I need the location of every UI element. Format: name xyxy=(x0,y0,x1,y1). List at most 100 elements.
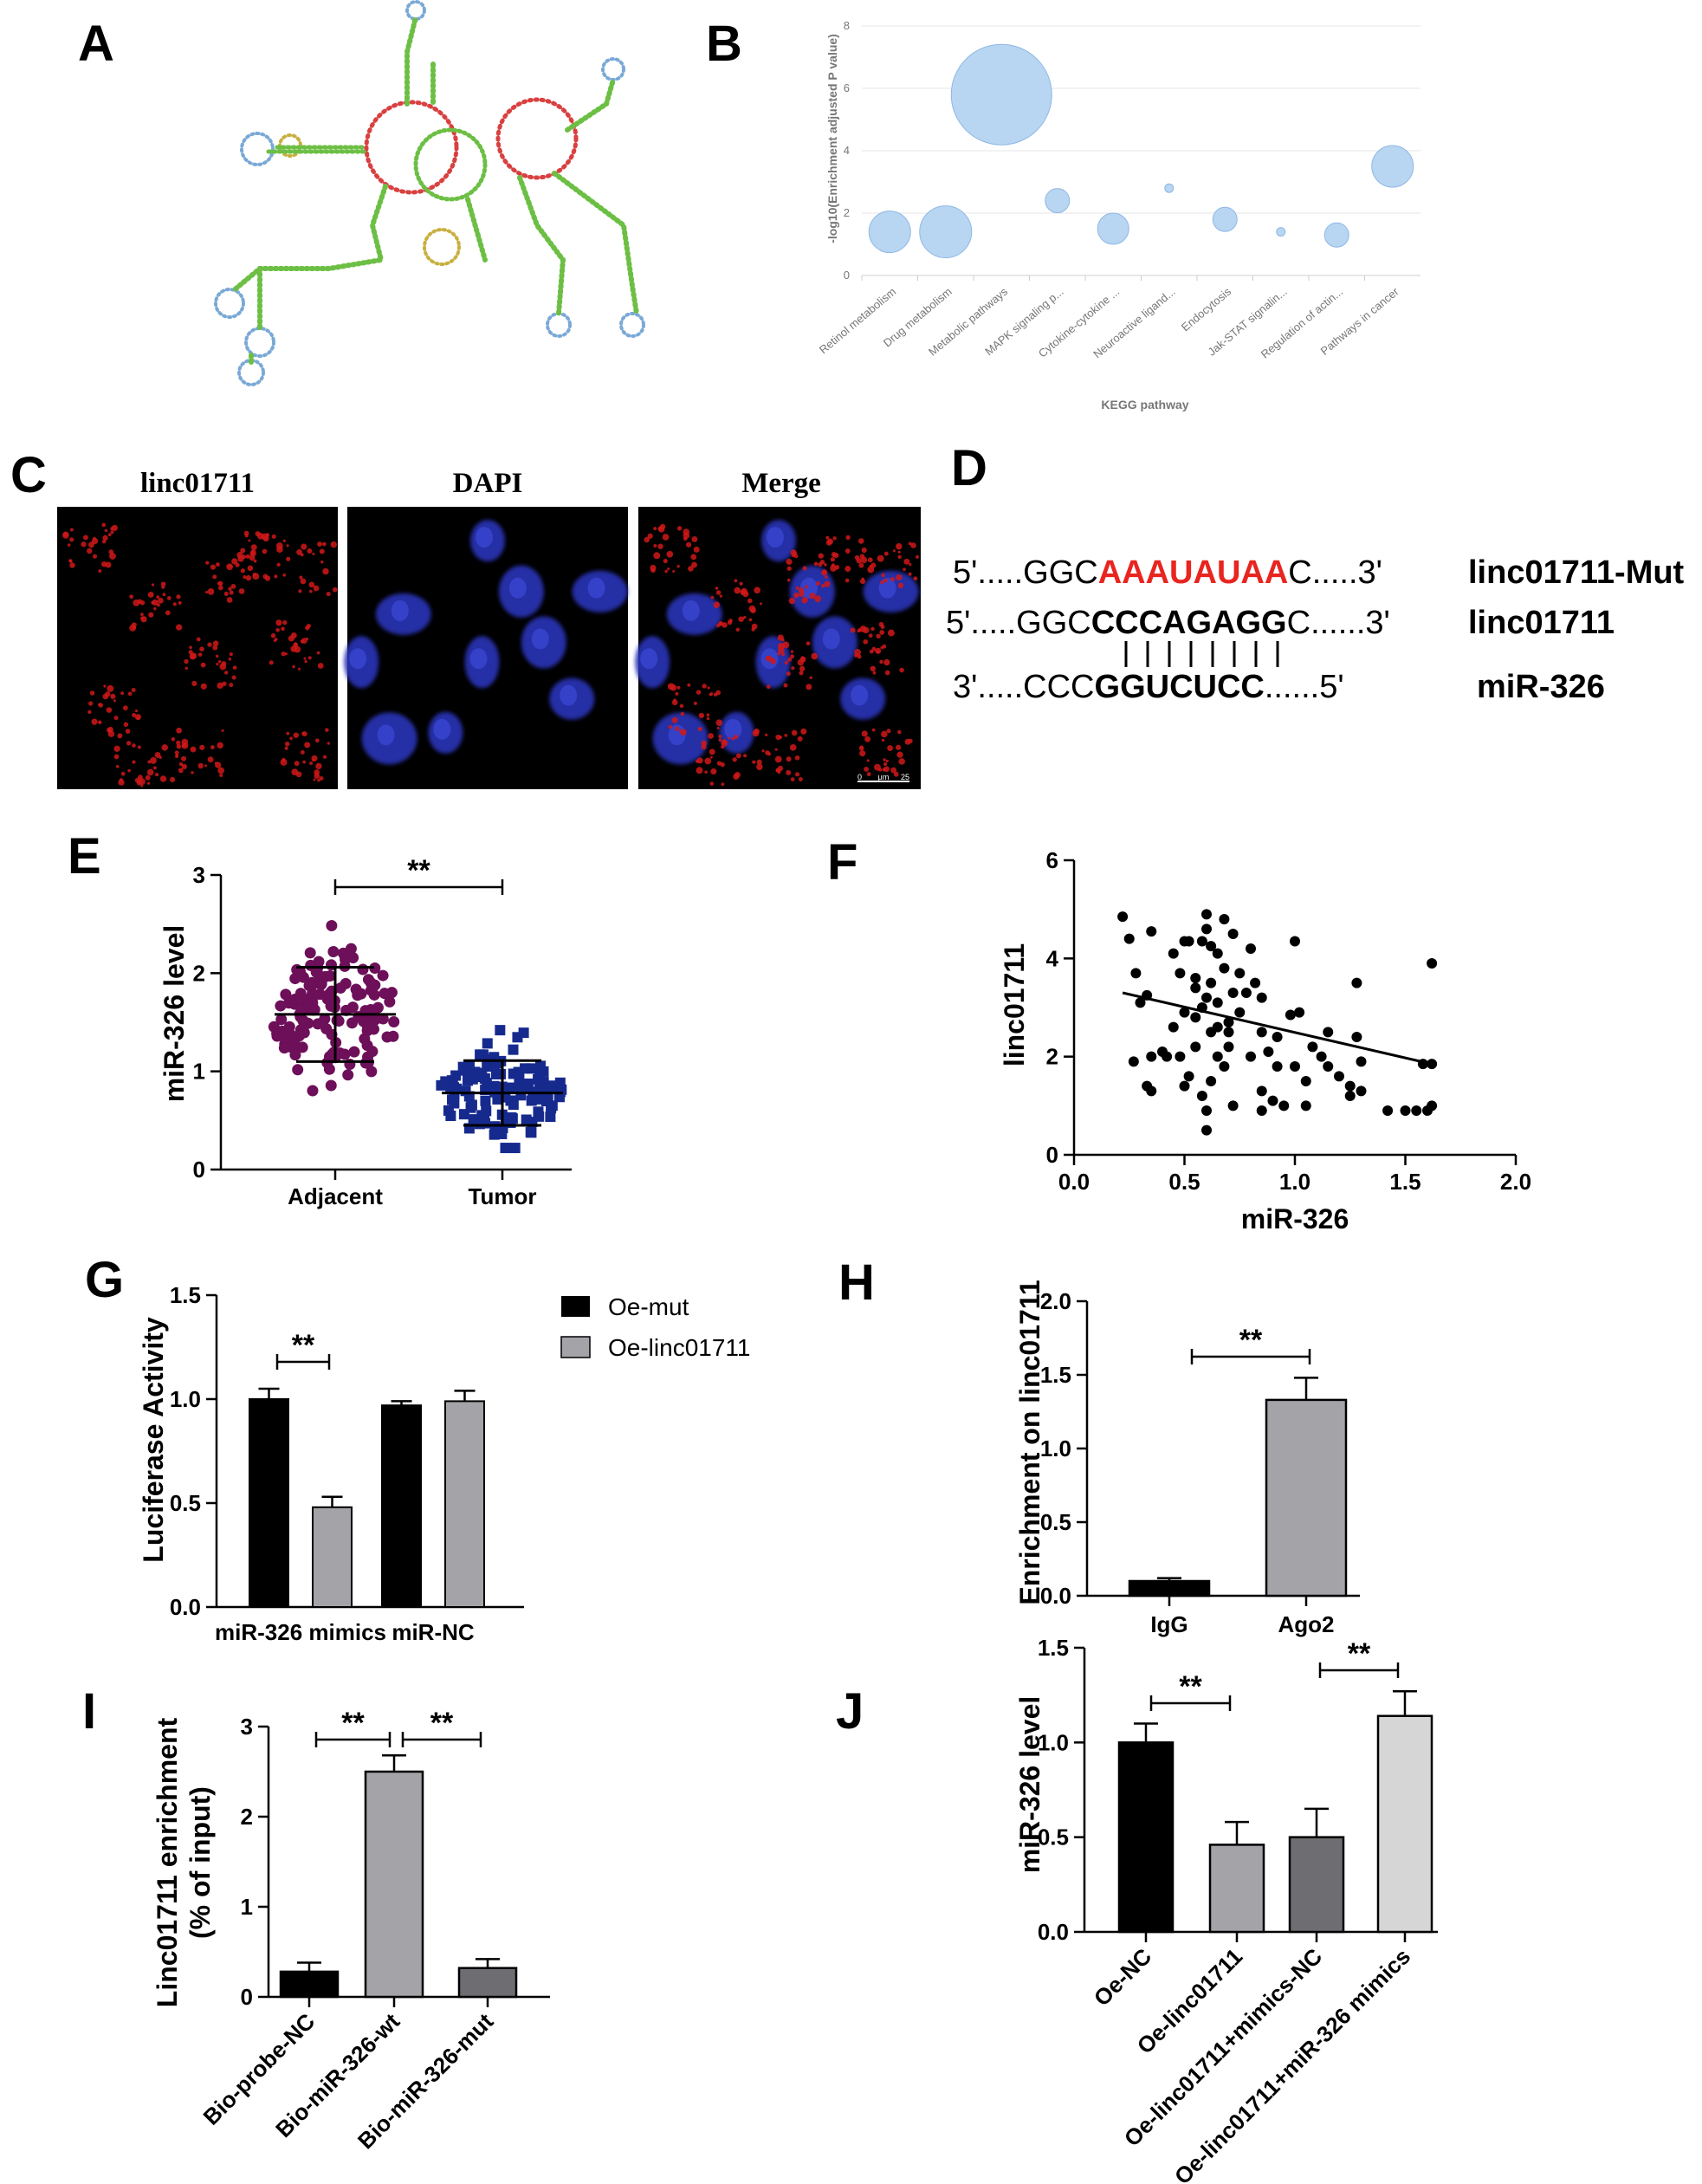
scatter-e-point-tumor xyxy=(527,1089,539,1100)
scatter-e-point-tumor xyxy=(525,1126,536,1137)
scatter-f-point xyxy=(1190,1012,1201,1023)
linc01711-granule xyxy=(184,658,189,664)
merge-granule xyxy=(897,550,901,554)
scatter-e-point-adjacent xyxy=(288,1037,301,1049)
scatter-f-point xyxy=(1300,1100,1311,1111)
label-linc01711-mut: linc01711-Mut xyxy=(1468,554,1685,591)
merge-granule xyxy=(909,562,912,567)
scatter-e-point-adjacent xyxy=(381,1031,393,1043)
merge-granule xyxy=(788,597,795,605)
linc01711-granule xyxy=(176,594,181,599)
scatter-f-point xyxy=(1323,1061,1334,1072)
linc01711-granule xyxy=(199,646,204,652)
scatter-f-point xyxy=(1135,997,1146,1008)
merge-granule xyxy=(728,736,731,740)
scatter-e-point-adjacent xyxy=(361,1020,373,1032)
merge-granule xyxy=(883,578,888,583)
merge-granule xyxy=(883,761,888,767)
merge-granule xyxy=(880,580,884,585)
scatter-e-point-tumor xyxy=(526,1063,537,1074)
linc01711-granule xyxy=(102,539,107,544)
merge-granule xyxy=(794,755,800,761)
merge-granule xyxy=(876,633,881,639)
linc01711-granule xyxy=(236,551,243,559)
rna-hairpin-tr xyxy=(601,57,625,81)
dapi-nucleus-highlight xyxy=(476,527,493,548)
linc01711-granule xyxy=(240,548,246,554)
scatter-e-point-tumor xyxy=(457,1061,469,1073)
merge-granule xyxy=(741,587,748,595)
linc01711-granule xyxy=(82,535,88,541)
linc01711-granule xyxy=(317,778,320,782)
merge-granule xyxy=(774,755,782,763)
dapi-nucleus-highlight xyxy=(469,648,488,670)
scatter-f-point xyxy=(1201,992,1212,1003)
scatter-e-point-tumor xyxy=(505,1082,516,1093)
bar-g-bar xyxy=(381,1404,422,1608)
rna-hairpin-top xyxy=(405,0,426,21)
bubble-point xyxy=(1097,212,1129,245)
merge-granule xyxy=(860,556,868,564)
linc01711-granule xyxy=(101,561,107,567)
linc01711-granule xyxy=(107,533,112,537)
linc01711-granule xyxy=(127,768,131,773)
bar-g-bar xyxy=(444,1400,485,1609)
linc01711-granule xyxy=(219,773,223,778)
merge-granule xyxy=(790,654,795,659)
rna-stem-bl xyxy=(249,266,262,366)
merge-granule xyxy=(679,703,684,709)
linc01711-granule xyxy=(271,534,276,539)
bar-i-marks: ** ** xyxy=(279,1707,518,1999)
linc01711-granule xyxy=(307,548,313,554)
label-mir-326: miR-326 xyxy=(1477,669,1605,705)
linc01711-granule xyxy=(286,556,291,561)
scatter-e-point-tumor xyxy=(512,1032,523,1043)
scatter-e-point-tumor xyxy=(489,1129,500,1140)
linc01711-granule xyxy=(170,776,176,783)
linc01711-granule xyxy=(113,699,116,703)
scatter-e-point-tumor xyxy=(490,1068,502,1079)
merge-granule xyxy=(784,660,789,665)
merge-granule xyxy=(659,523,666,530)
merge-granule xyxy=(791,729,798,736)
merge-granule xyxy=(859,579,866,585)
merge-granule xyxy=(734,735,739,740)
scatter-e-point-adjacent xyxy=(307,987,319,999)
scatter-e-point-adjacent xyxy=(369,962,381,975)
scatter-f-point xyxy=(1219,1061,1230,1072)
linc01711-granule xyxy=(205,561,210,565)
linc01711-granule xyxy=(229,564,232,568)
bar-i-y-tick-label: 1 xyxy=(241,1894,253,1920)
scatter-e-significance-label: ** xyxy=(407,854,430,887)
bubble-y-tick-label: 2 xyxy=(844,206,850,219)
scatter-f-point xyxy=(1130,968,1142,979)
merge-granule xyxy=(845,578,850,583)
scale-bar-value: 25 xyxy=(901,773,909,781)
linc01711-granule xyxy=(120,691,125,696)
scatter-e-point-adjacent xyxy=(388,1015,400,1027)
linc01711-granule xyxy=(136,716,140,720)
scatter-e-y-tick-label: 0 xyxy=(193,1157,205,1183)
scatter-f-point xyxy=(1223,1041,1234,1053)
merge-granule xyxy=(795,586,799,590)
scatter-f-point xyxy=(1356,1056,1367,1067)
panel-letter-h: H xyxy=(838,1254,875,1311)
scatter-e-ylabel: miR-326 level xyxy=(159,925,190,1103)
merge-granule xyxy=(688,566,694,572)
merge-granule xyxy=(777,651,781,656)
merge-granule xyxy=(716,727,720,730)
merge-granule xyxy=(743,615,747,619)
merge-granule xyxy=(752,729,760,737)
linc01711-granule xyxy=(98,569,102,574)
merge-granule xyxy=(813,561,819,567)
linc01711-granule xyxy=(285,741,290,747)
merge-granule xyxy=(799,591,805,597)
merge-granule xyxy=(896,751,903,758)
linc01711-granule xyxy=(217,585,223,591)
merge-granule xyxy=(756,763,763,770)
merge-granule xyxy=(731,736,735,741)
scatter-e-point-adjacent xyxy=(280,988,292,1001)
linc01711-granule xyxy=(215,654,219,658)
merge-granule xyxy=(820,584,825,588)
linc01711-granule xyxy=(276,562,281,567)
